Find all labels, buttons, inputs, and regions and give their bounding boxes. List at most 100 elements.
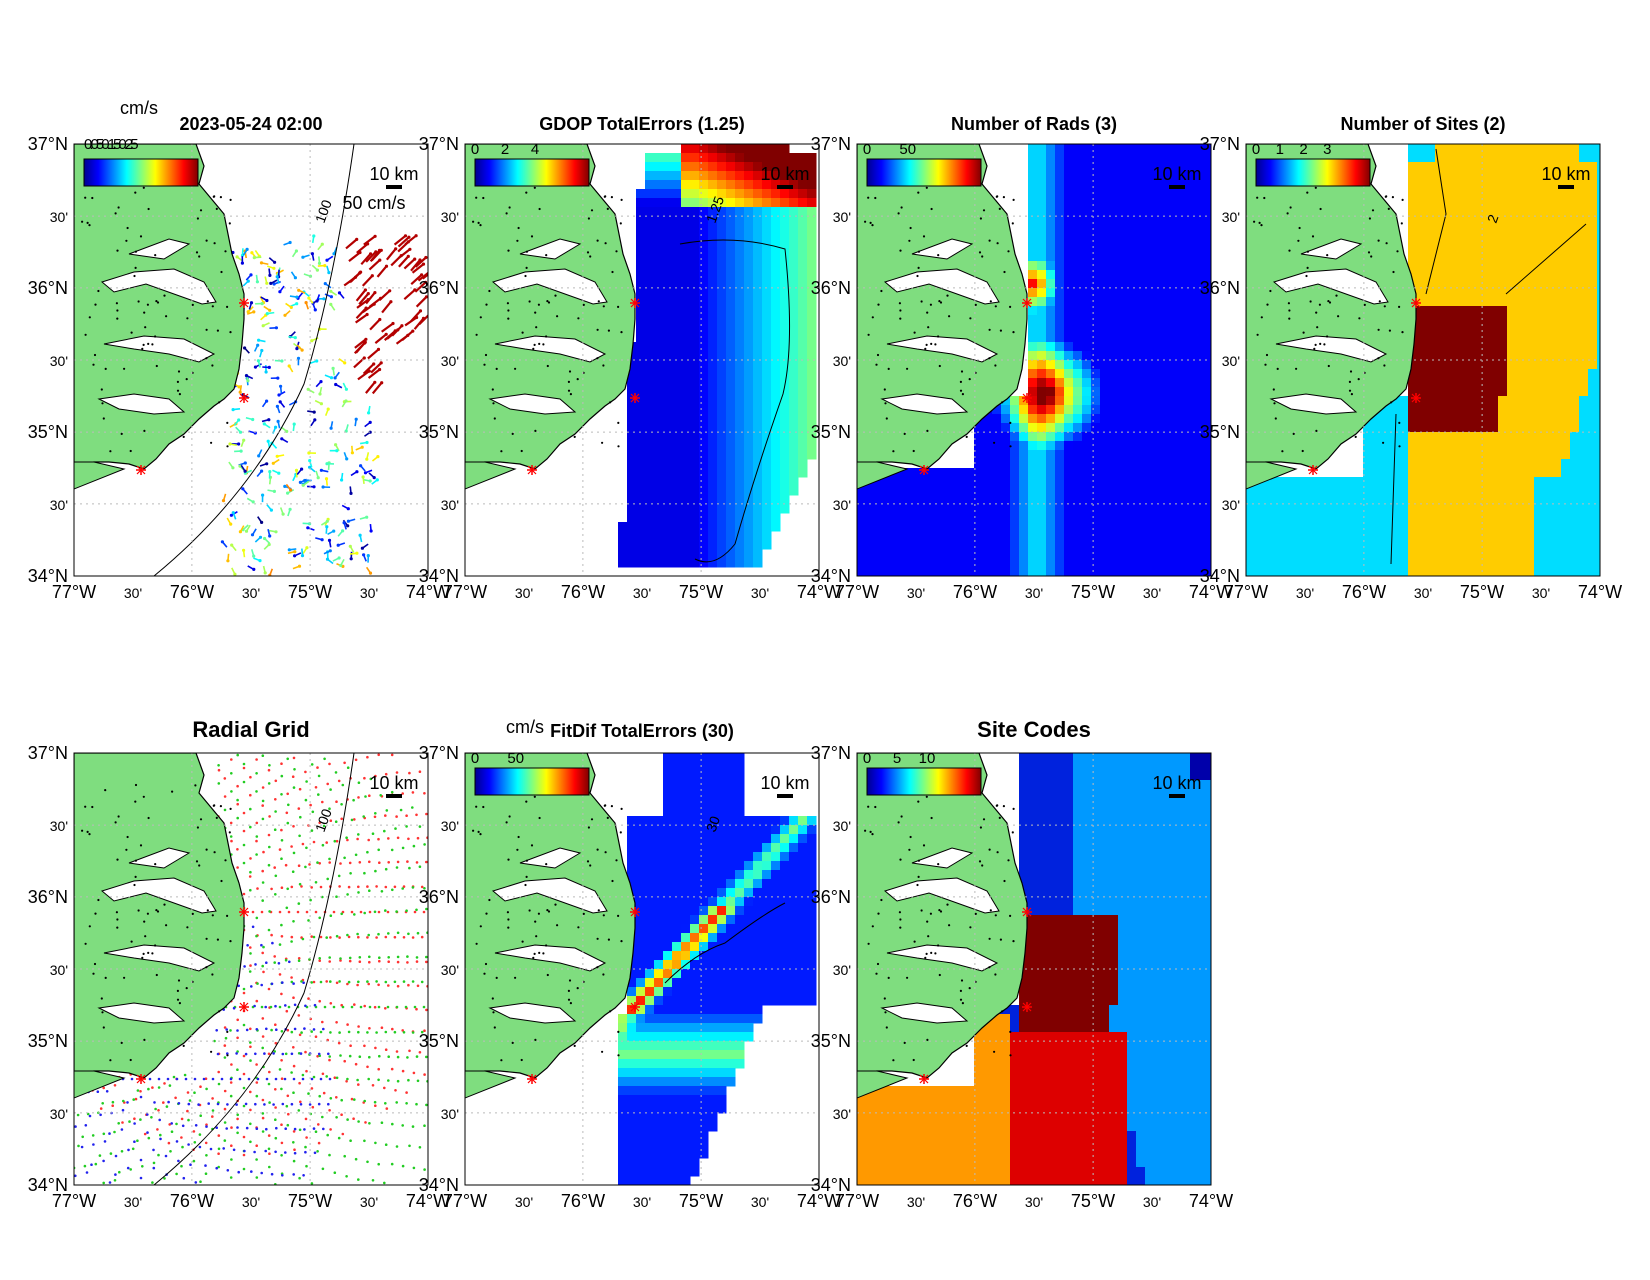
- heat-cell: [1028, 504, 1038, 514]
- heat-cell: [789, 360, 799, 370]
- heat-cell: [1561, 513, 1571, 523]
- heat-cell: [1579, 234, 1589, 244]
- heat-cell: [1109, 342, 1119, 352]
- heat-cell: [1118, 144, 1128, 154]
- lon-tick-label: 30': [515, 585, 533, 601]
- vector-head: [366, 242, 369, 245]
- heat-cell: [1208, 450, 1218, 460]
- heat-cell: [1381, 432, 1391, 442]
- heat-cell: [1480, 396, 1490, 406]
- heat-cell: [1291, 477, 1301, 487]
- heat-cell: [1172, 225, 1182, 235]
- coast-dot: [538, 304, 540, 306]
- heat-cell: [1561, 567, 1571, 577]
- heat-cell: [1109, 558, 1119, 568]
- heat-cell: [1507, 495, 1517, 505]
- heat-cell: [1471, 558, 1481, 568]
- heat-cell: [1208, 189, 1218, 199]
- coast-dot: [534, 344, 536, 346]
- heat-cell: [771, 234, 781, 244]
- heat-cell: [1208, 360, 1218, 370]
- heat-cell: [1498, 225, 1508, 235]
- heat-cell: [690, 540, 700, 550]
- heat-cell: [645, 180, 655, 190]
- heat-cell: [699, 252, 709, 262]
- grid-point: [288, 911, 291, 914]
- heat-cell: [699, 486, 709, 496]
- vector-head: [293, 423, 296, 426]
- heat-cell: [636, 504, 646, 514]
- heat-cell: [807, 405, 817, 415]
- heat-cell: [726, 378, 736, 388]
- heat-cell: [672, 540, 682, 550]
- heat-cell: [1471, 513, 1481, 523]
- coast-dot: [1315, 430, 1317, 432]
- heat-cell: [690, 324, 700, 334]
- coast-dot: [1297, 240, 1299, 242]
- coast-dot: [1379, 300, 1381, 302]
- heat-cell: [1163, 423, 1173, 433]
- heat-cell: [1172, 567, 1182, 577]
- heat-cell: [1154, 558, 1164, 568]
- heat-cell: [1145, 315, 1155, 325]
- coast-dot: [993, 442, 995, 444]
- heat-cell: [1552, 288, 1562, 298]
- heat-cell: [735, 360, 745, 370]
- heat-cell: [1498, 306, 1508, 316]
- heat-cell: [1516, 549, 1526, 559]
- grid-point: [292, 775, 295, 778]
- heat-cell: [1561, 477, 1571, 487]
- heat-cell: [744, 423, 754, 433]
- grid-point: [243, 812, 246, 815]
- heat-cell: [1073, 378, 1083, 388]
- heat-cell: [762, 396, 772, 406]
- heat-cell: [636, 333, 646, 343]
- heat-cell: [1516, 432, 1526, 442]
- heat-cell: [1154, 378, 1164, 388]
- heat-cell: [1264, 522, 1274, 532]
- heat-cell: [1561, 531, 1571, 541]
- heat-cell: [1100, 450, 1110, 460]
- coast-dot: [192, 304, 194, 306]
- coast-dot: [1000, 330, 1002, 332]
- heat-cell: [965, 531, 975, 541]
- heat-cell: [1534, 459, 1544, 469]
- coast-dot: [1312, 235, 1314, 237]
- heat-cell: [1172, 513, 1182, 523]
- vector-head: [362, 475, 365, 478]
- heat-cell: [1426, 504, 1436, 514]
- vector-head: [334, 383, 337, 386]
- heat-cell: [672, 270, 682, 280]
- heat-cell: [1579, 486, 1589, 496]
- heat-cell: [681, 162, 691, 172]
- heat-cell: [726, 513, 736, 523]
- heat-cell: [1163, 405, 1173, 415]
- heat-cell: [1552, 387, 1562, 397]
- heat-cell: [1082, 180, 1092, 190]
- heat-cell: [1408, 414, 1418, 424]
- coast-dot: [509, 206, 511, 208]
- heat-cell: [965, 495, 975, 505]
- heat-cell: [1444, 225, 1454, 235]
- heat-cell: [1199, 522, 1209, 532]
- heat-cell: [1480, 225, 1490, 235]
- heat-cell: [1525, 432, 1535, 442]
- vector-head: [278, 290, 281, 293]
- vector-head: [334, 443, 337, 446]
- heat-cell: [1408, 171, 1418, 181]
- vector-head: [268, 366, 271, 369]
- coast-dot: [214, 242, 216, 244]
- grid-point: [374, 1006, 377, 1009]
- heat-cell: [1118, 513, 1128, 523]
- heat-cell: [1471, 405, 1481, 415]
- heat-cell: [1516, 387, 1526, 397]
- heat-cell: [1199, 198, 1209, 208]
- grid-point: [304, 1051, 307, 1054]
- coast-dot: [1293, 433, 1295, 435]
- heat-cell: [1561, 486, 1571, 496]
- heat-cell: [956, 486, 966, 496]
- heat-cell: [1163, 297, 1173, 307]
- coast-dot: [200, 209, 202, 211]
- coast-dot: [81, 221, 83, 223]
- heat-cell: [1046, 513, 1056, 523]
